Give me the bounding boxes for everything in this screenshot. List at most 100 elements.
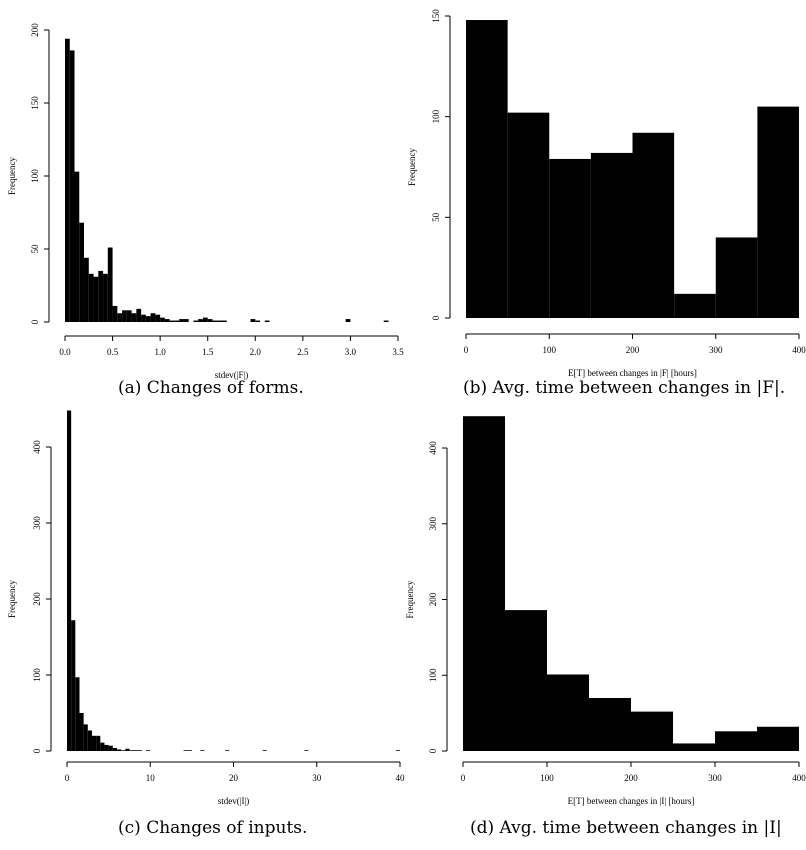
y-axis-title: Frequency bbox=[7, 157, 17, 195]
x-tick-label: 0 bbox=[65, 773, 70, 783]
bar bbox=[133, 750, 138, 751]
bar bbox=[96, 735, 101, 751]
x-tick-label: 1.0 bbox=[155, 347, 167, 357]
y-tick-label: 0 bbox=[32, 748, 42, 753]
bar bbox=[146, 750, 151, 751]
y-tick-label: 100 bbox=[30, 169, 40, 183]
bar bbox=[183, 750, 188, 751]
bar bbox=[345, 319, 351, 322]
bar bbox=[141, 314, 146, 322]
caption-c: (c) Changes of inputs. bbox=[118, 818, 308, 838]
y-tick-label: 50 bbox=[431, 212, 441, 222]
bar bbox=[383, 320, 389, 322]
bar bbox=[673, 743, 715, 751]
x-tick-label: 2.0 bbox=[250, 347, 262, 357]
bar bbox=[108, 745, 113, 751]
bar bbox=[129, 750, 134, 751]
x-tick-label: 0.0 bbox=[59, 347, 71, 357]
bar bbox=[75, 677, 80, 751]
bar bbox=[179, 319, 184, 322]
x-tick-label: 200 bbox=[626, 345, 640, 355]
bar bbox=[83, 724, 88, 751]
bar bbox=[100, 742, 105, 751]
y-tick-label: 0 bbox=[431, 315, 441, 320]
y-tick-label: 100 bbox=[428, 668, 438, 682]
y-tick-label: 0 bbox=[30, 319, 40, 324]
bar bbox=[221, 320, 227, 322]
bar bbox=[131, 313, 137, 322]
y-tick-label: 200 bbox=[32, 592, 42, 606]
bar bbox=[590, 152, 633, 318]
x-tick-label: 300 bbox=[709, 345, 723, 355]
bar bbox=[112, 305, 118, 322]
bar bbox=[65, 38, 70, 322]
bar bbox=[155, 314, 161, 322]
x-tick-label: 10 bbox=[146, 773, 156, 783]
bar bbox=[212, 320, 218, 322]
bar bbox=[74, 171, 80, 322]
bar bbox=[174, 320, 180, 322]
bar bbox=[757, 726, 799, 751]
bar bbox=[98, 270, 104, 322]
y-tick-label: 150 bbox=[30, 96, 40, 110]
bar bbox=[121, 750, 126, 751]
bar bbox=[91, 735, 97, 751]
x-tick-label: 20 bbox=[229, 773, 239, 783]
bar bbox=[116, 749, 122, 751]
bar bbox=[122, 310, 127, 322]
y-tick-label: 400 bbox=[32, 440, 42, 454]
x-tick-label: 400 bbox=[792, 773, 806, 783]
x-tick-label: 3.0 bbox=[345, 347, 357, 357]
bar bbox=[169, 320, 175, 322]
bar bbox=[88, 273, 94, 322]
x-tick-label: 2.5 bbox=[297, 347, 309, 357]
bar bbox=[547, 674, 589, 751]
bar bbox=[202, 317, 208, 322]
y-tick-label: 150 bbox=[431, 9, 441, 23]
bar bbox=[715, 731, 757, 751]
bar bbox=[136, 308, 142, 322]
x-axis-title: stdev(|F|) bbox=[215, 370, 249, 380]
bar bbox=[84, 257, 89, 322]
bar bbox=[67, 410, 72, 751]
bar bbox=[200, 750, 205, 751]
x-tick-label: 300 bbox=[708, 773, 722, 783]
caption-a: (a) Changes of forms. bbox=[118, 378, 304, 398]
bar bbox=[632, 132, 675, 318]
y-tick-label: 50 bbox=[30, 244, 40, 254]
bar bbox=[103, 273, 108, 322]
y-tick-label: 100 bbox=[32, 668, 42, 682]
bar bbox=[126, 310, 132, 322]
bar bbox=[631, 711, 673, 751]
bar bbox=[87, 730, 92, 751]
x-axis-title: stdev(|I|) bbox=[218, 796, 250, 806]
bar bbox=[137, 750, 142, 751]
bar bbox=[112, 747, 117, 751]
bar bbox=[104, 744, 109, 751]
bar bbox=[69, 50, 75, 322]
bar bbox=[117, 313, 123, 322]
y-axis-title: Frequency bbox=[405, 580, 415, 618]
bar bbox=[145, 316, 151, 322]
bar bbox=[395, 750, 400, 751]
y-axis-title: Frequency bbox=[7, 580, 17, 618]
bar bbox=[250, 319, 256, 322]
y-tick-label: 0 bbox=[428, 748, 438, 753]
histogram-c: 0 10 20 30 40 stdev(|I|) 0 100 200 300 400 Frequenc… bbox=[7, 410, 405, 806]
bar bbox=[198, 319, 203, 322]
bar bbox=[264, 320, 270, 322]
bar bbox=[187, 750, 192, 751]
x-axis-title: E[T] between changes in |I| [hours] bbox=[568, 796, 695, 806]
bar bbox=[93, 276, 99, 322]
bar bbox=[674, 293, 716, 318]
y-tick-label: 200 bbox=[428, 592, 438, 606]
bar bbox=[757, 106, 800, 318]
y-tick-label: 300 bbox=[32, 516, 42, 530]
bar bbox=[549, 158, 591, 318]
bar bbox=[507, 112, 550, 318]
x-tick-label: 200 bbox=[624, 773, 638, 783]
bar bbox=[463, 416, 505, 751]
bar bbox=[160, 317, 165, 322]
histogram-b: 0 100 200 300 400 E[T] between changes in |F|… bbox=[407, 9, 806, 378]
bar bbox=[255, 320, 261, 322]
